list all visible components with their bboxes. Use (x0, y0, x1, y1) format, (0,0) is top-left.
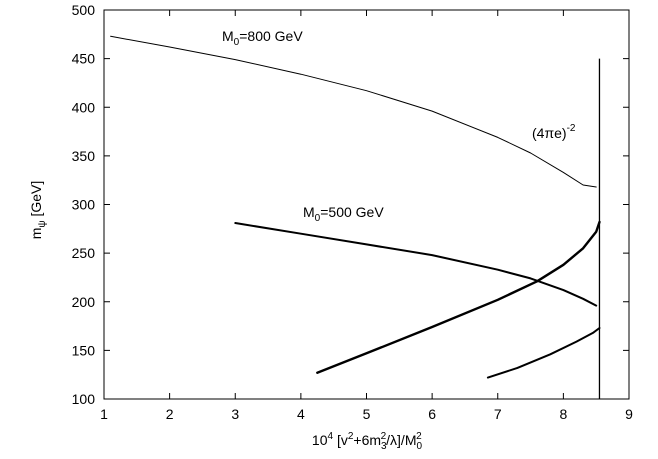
y-axis-title-rest: [GeV] (28, 181, 44, 221)
series-m500-lower (316, 220, 601, 374)
x-tick-label: 7 (494, 406, 502, 422)
label-m0-800-rest: =800 GeV (239, 28, 303, 44)
series-m800 (110, 35, 597, 188)
y-tick-label: 500 (72, 2, 96, 18)
x-tick-label: 4 (297, 406, 305, 422)
x-axis-title: 104 [v2+6m32/λ]/M02 (312, 431, 423, 452)
y-tick-label: 350 (72, 148, 96, 164)
y-tick-label: 150 (72, 342, 96, 358)
x-tick-label: 6 (428, 406, 436, 422)
x-tick-label: 2 (166, 406, 174, 422)
y-tick-label: 100 (72, 391, 96, 407)
x-axis-title-prefix: 10 (312, 432, 328, 448)
label-bound-sup: -2 (567, 123, 576, 134)
y-axis-title: mψ [GeV] (28, 181, 48, 240)
x-axis-title-prefix-sup: 4 (328, 431, 334, 442)
label-m0-800-main: M (222, 28, 234, 44)
y-axis-title-main: m (28, 228, 44, 240)
label-m0-800: M0=800 GeV (222, 28, 303, 48)
x-axis-title-part3-sub: 0 (417, 441, 423, 452)
x-axis-title-part2-sup: 2 (381, 431, 387, 442)
label-bound: (4πe)-2 (532, 123, 576, 141)
x-axis-title-part2-sub: 3 (381, 441, 387, 452)
x-axis-title-part3-sup: 2 (416, 431, 422, 442)
x-axis-title-part2: +6m (353, 432, 381, 448)
x-tick-label: 5 (363, 406, 371, 422)
x-axis-title-part3: /λ]/M (386, 432, 416, 448)
x-tick-label: 8 (559, 406, 567, 422)
label-m0-800-sub: 0 (234, 37, 240, 48)
y-tick-label: 400 (72, 99, 96, 115)
label-m0-500-sub: 0 (315, 213, 321, 224)
label-m0-500: M0=500 GeV (303, 204, 384, 224)
series-m500-upper (234, 222, 598, 307)
x-tick-label: 1 (100, 406, 108, 422)
label-m0-500-main: M (303, 204, 315, 220)
x-axis-title-part1-sup: 2 (348, 431, 354, 442)
label-bound-main: (4πe) (532, 125, 567, 141)
y-tick-label: 300 (72, 197, 96, 213)
x-tick-label: 3 (231, 406, 239, 422)
label-m0-500-rest: =500 GeV (320, 204, 384, 220)
y-tick-label: 250 (72, 245, 96, 261)
y-tick-label: 200 (72, 294, 96, 310)
series-lower-right (486, 327, 601, 379)
y-tick-label: 450 (72, 51, 96, 67)
y-axis-title-sub: ψ (37, 220, 48, 227)
x-tick-label: 9 (625, 406, 633, 422)
x-axis-title-part1: [v (333, 432, 348, 448)
